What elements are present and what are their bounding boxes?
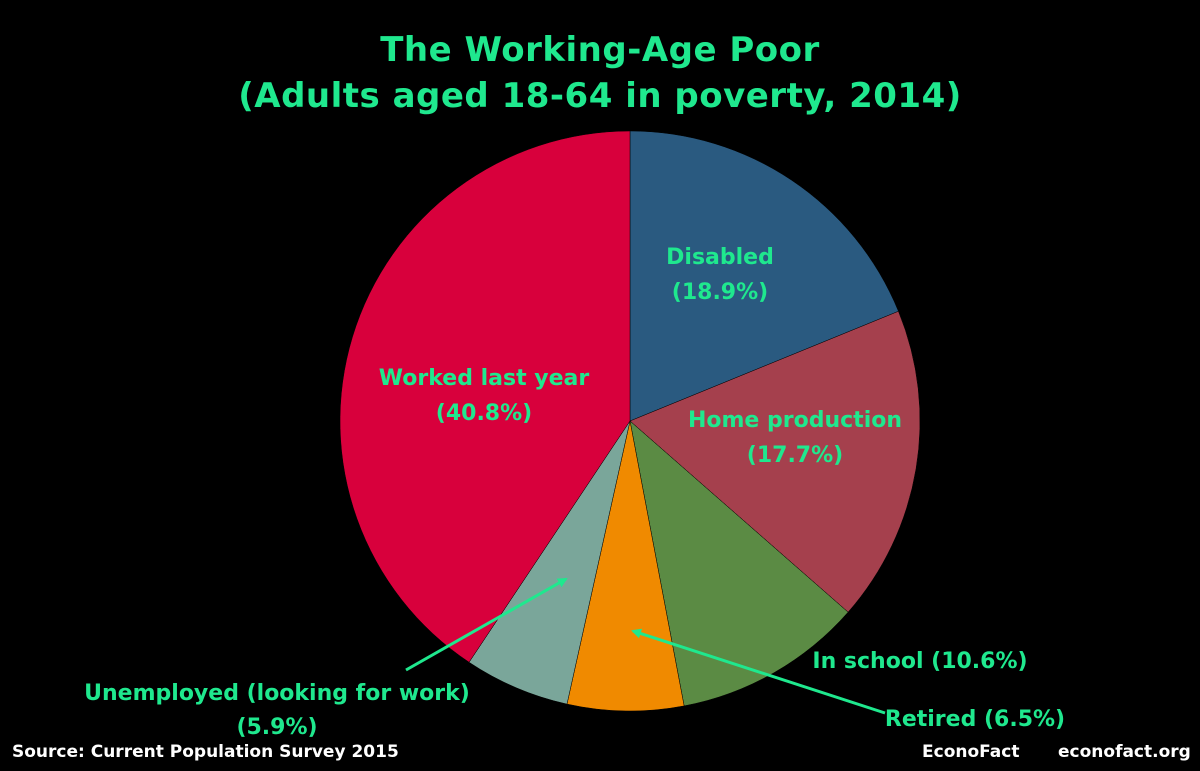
retired-arrow xyxy=(631,628,886,715)
slice-in-school xyxy=(629,420,849,707)
value-worked-last-year: (40.8%) xyxy=(436,401,532,426)
chart-title: The Working-Age Poor xyxy=(380,30,820,70)
site-link[interactable]: econofact.org xyxy=(1058,742,1191,762)
brand-name: EconoFact xyxy=(922,742,1020,762)
label-retired: Retired (6.5%) xyxy=(885,707,1065,732)
label-in-school: In school (10.6%) xyxy=(812,649,1027,674)
label-arrows xyxy=(405,577,886,715)
slice-worked-last-year xyxy=(339,130,631,663)
label-home-production: Home production xyxy=(688,408,902,433)
pie-slices xyxy=(339,130,921,712)
slice-home-production xyxy=(629,310,921,613)
unemployed-arrow xyxy=(405,577,568,672)
label-worked-last-year: Worked last year xyxy=(379,366,590,391)
slice-disabled xyxy=(629,130,899,422)
chart-subtitle: (Adults aged 18-64 in poverty, 2014) xyxy=(238,76,962,116)
source-note: Source: Current Population Survey 2015 xyxy=(12,742,399,762)
label-unemployed: Unemployed (looking for work) xyxy=(84,681,470,706)
value-unemployed: (5.9%) xyxy=(236,715,317,740)
value-home-production: (17.7%) xyxy=(747,443,843,468)
value-disabled: (18.9%) xyxy=(672,280,768,305)
slice-labels: Disabled (18.9%) Home production (17.7%)… xyxy=(84,245,1065,740)
label-disabled: Disabled xyxy=(666,245,774,270)
